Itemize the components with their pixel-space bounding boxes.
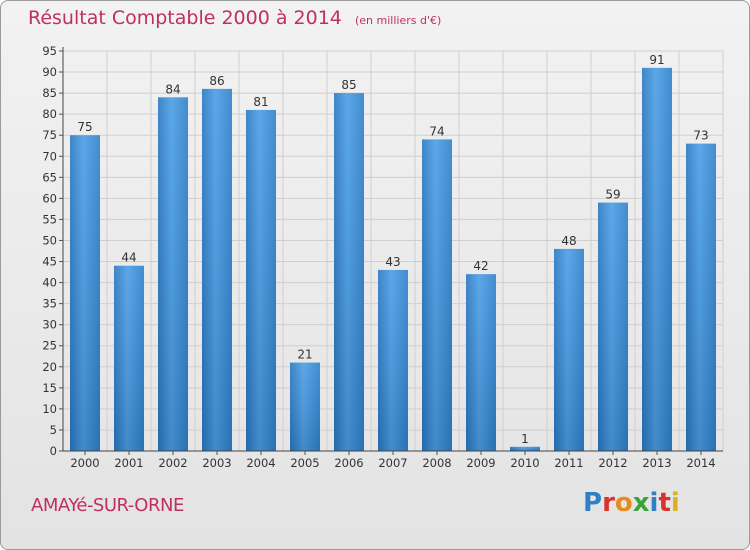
bar-shade-2012 bbox=[598, 202, 628, 451]
ytick-label: 25 bbox=[42, 339, 57, 353]
data-label-2000: 75 bbox=[77, 120, 92, 134]
bar-shade-2006 bbox=[334, 93, 364, 452]
ytick-label: 15 bbox=[42, 381, 57, 395]
data-label-2014: 73 bbox=[693, 129, 708, 143]
bar-shade-2008 bbox=[422, 139, 452, 451]
xtick-label-2011: 2011 bbox=[554, 456, 583, 470]
xtick-label-2014: 2014 bbox=[686, 456, 715, 470]
xtick-label-2005: 2005 bbox=[290, 456, 319, 470]
xtick-label-2002: 2002 bbox=[158, 456, 187, 470]
data-label-2012: 59 bbox=[605, 188, 620, 202]
data-label-2008: 74 bbox=[429, 124, 444, 138]
xtick-label-2001: 2001 bbox=[114, 456, 143, 470]
bar-shade-2010 bbox=[510, 446, 540, 451]
ytick-label: 80 bbox=[42, 107, 57, 121]
data-label-2007: 43 bbox=[385, 255, 400, 269]
ytick-label: 5 bbox=[50, 423, 57, 437]
logo-letter: o bbox=[614, 488, 633, 518]
data-label-2005: 21 bbox=[297, 348, 312, 362]
bar-shade-2011 bbox=[554, 248, 584, 451]
commune-name: AMAYé-SUR-ORNE bbox=[31, 495, 184, 516]
ytick-label: 45 bbox=[42, 255, 57, 269]
ytick-label: 30 bbox=[42, 318, 57, 332]
data-label-2004: 81 bbox=[253, 95, 268, 109]
data-label-2009: 42 bbox=[473, 259, 488, 273]
ytick-label: 65 bbox=[42, 170, 57, 184]
title-row: Résultat Comptable 2000 à 2014 (en milli… bbox=[28, 7, 441, 29]
bar-shade-2009 bbox=[466, 274, 496, 451]
proxiti-logo[interactable]: Proxiti bbox=[583, 488, 680, 518]
ytick-label: 0 bbox=[50, 444, 57, 458]
data-label-2013: 91 bbox=[649, 53, 664, 67]
bar-shade-2003 bbox=[202, 88, 232, 451]
bar-shade-2005 bbox=[290, 362, 320, 451]
ytick-label: 55 bbox=[42, 212, 57, 226]
ytick-label: 35 bbox=[42, 297, 57, 311]
bar-shade-2001 bbox=[114, 265, 144, 451]
xtick-label-2010: 2010 bbox=[510, 456, 539, 470]
bars-layer: 75 44 84 86 81 21 85 43 74 42 1 48 59 91 73 bbox=[70, 53, 716, 452]
ytick-label: 70 bbox=[42, 149, 57, 163]
xtick-label-2007: 2007 bbox=[378, 456, 407, 470]
ytick-label: 90 bbox=[42, 65, 57, 79]
logo-letter: i bbox=[649, 488, 659, 518]
ytick-label: 75 bbox=[42, 128, 57, 142]
ytick-label: 85 bbox=[42, 86, 57, 100]
chart-title: Résultat Comptable 2000 à 2014 bbox=[28, 7, 342, 29]
data-label-2001: 44 bbox=[121, 251, 136, 265]
bar-shade-2000 bbox=[70, 135, 100, 452]
data-label-2011: 48 bbox=[561, 234, 576, 248]
logo-letter: i bbox=[670, 488, 680, 518]
xtick-label-2013: 2013 bbox=[642, 456, 671, 470]
ytick-label: 10 bbox=[42, 402, 57, 416]
xtick-label-2012: 2012 bbox=[598, 456, 627, 470]
xtick-label-2008: 2008 bbox=[422, 456, 451, 470]
chart-subtitle: (en milliers d'€) bbox=[354, 14, 442, 27]
logo-letter: r bbox=[602, 488, 615, 518]
ytick-label: 20 bbox=[42, 360, 57, 374]
data-label-2002: 84 bbox=[165, 82, 180, 96]
bar-shade-2004 bbox=[246, 109, 276, 452]
bar-shade-2002 bbox=[158, 97, 188, 451]
xtick-label-2004: 2004 bbox=[246, 456, 275, 470]
data-label-2003: 86 bbox=[209, 74, 224, 88]
ytick-label: 50 bbox=[42, 233, 57, 247]
bar-shade-2007 bbox=[378, 269, 408, 451]
logo-letter: t bbox=[658, 488, 671, 518]
ytick-label: 60 bbox=[42, 191, 57, 205]
data-label-2010: 1 bbox=[521, 432, 529, 446]
data-label-2006: 85 bbox=[341, 78, 356, 92]
bar-shade-2014 bbox=[686, 143, 716, 451]
xtick-label-2000: 2000 bbox=[70, 456, 99, 470]
logo-letter: x bbox=[632, 488, 650, 518]
ytick-label: 40 bbox=[42, 276, 57, 290]
ytick-label: 95 bbox=[42, 44, 57, 58]
logo-letter: P bbox=[583, 488, 603, 518]
xtick-label-2006: 2006 bbox=[334, 456, 363, 470]
xtick-label-2009: 2009 bbox=[466, 456, 495, 470]
axis-layer: 0 5 10 15 20 25 30 35 40 45 50 55 60 65 70 75 80 85 90 95 20… bbox=[42, 44, 723, 470]
bar-chart: 75 44 84 86 81 21 85 43 74 42 1 48 59 91 73 0 5 10 15 20 25… bbox=[42, 44, 724, 470]
bar-shade-2013 bbox=[642, 67, 672, 451]
xtick-label-2003: 2003 bbox=[202, 456, 231, 470]
